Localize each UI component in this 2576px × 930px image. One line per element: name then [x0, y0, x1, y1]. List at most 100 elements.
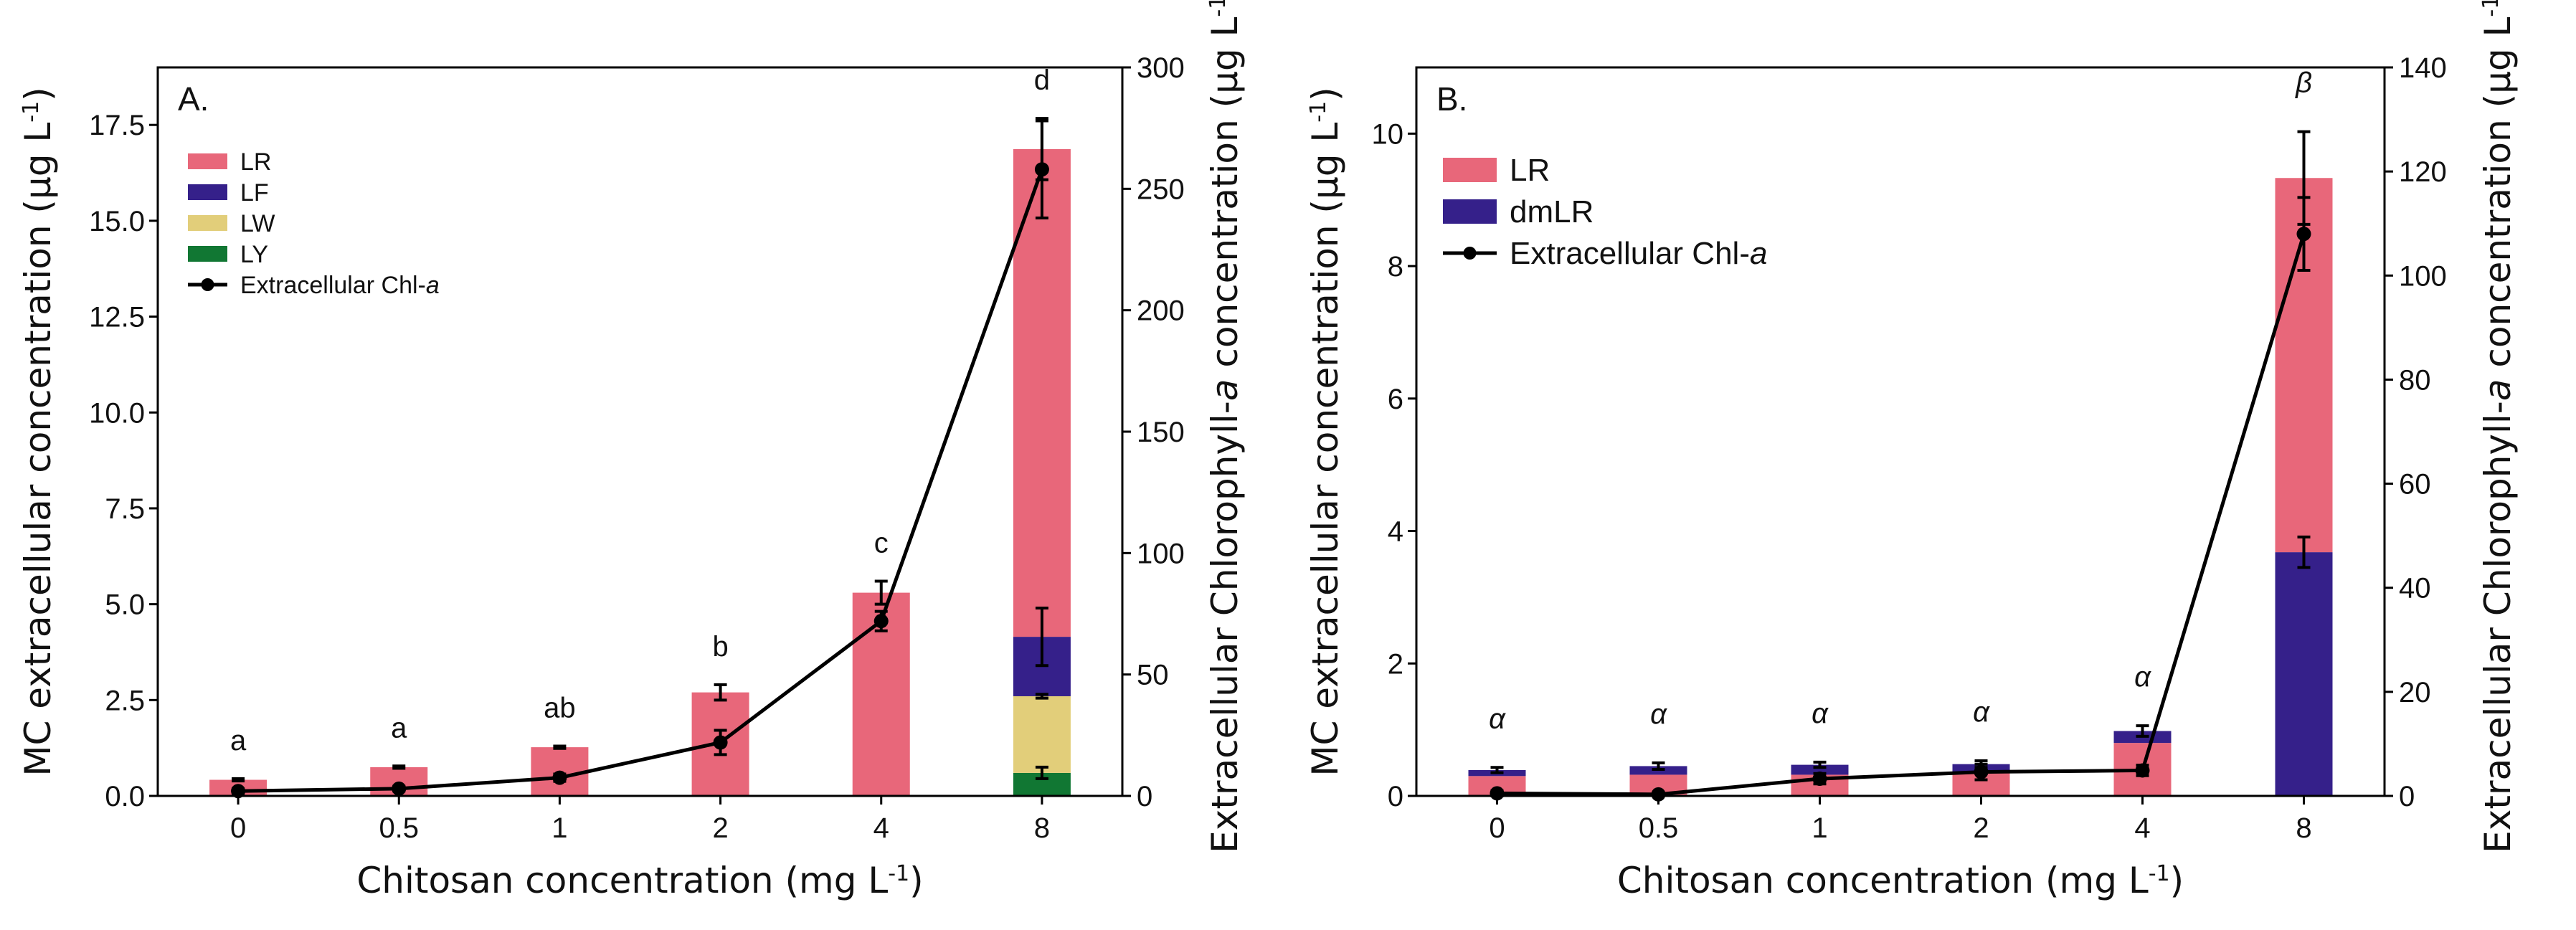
y2-tick-label: 40	[2399, 573, 2431, 604]
y2-tick-label: 100	[2399, 260, 2447, 292]
plot-frame	[1415, 66, 2386, 797]
axis-label-part: )	[17, 87, 59, 101]
x-tick-label: 2	[1973, 812, 1989, 844]
chl-a-point-8	[2296, 227, 2311, 242]
x-axis-label: Chitosan concentration (mg L-1)	[1617, 860, 2184, 901]
axis-label-part: Extracellular Chlorophyll-	[1204, 401, 1246, 853]
axis-label-part: -1	[888, 861, 909, 886]
panel-label: B.	[1436, 80, 1467, 118]
significance-letter: ab	[544, 692, 576, 723]
chl-a-line	[1497, 233, 2306, 797]
chl-a-point-8	[1034, 162, 1049, 177]
legend-label-part: Extracellular Chl-	[240, 272, 426, 299]
x-tick-label: 4	[873, 812, 889, 844]
y-tick-label: 5.0	[105, 589, 145, 621]
bar-dmlr-8	[2275, 552, 2333, 796]
legend-label-part: a	[426, 272, 440, 299]
legend-item-dmlr: dmLR	[1443, 194, 1594, 229]
chl-a-point-2	[713, 735, 728, 750]
axis-label-part: MC extracellular concentration (μg L	[17, 123, 59, 777]
chl-a-point-1	[1812, 772, 1827, 787]
y-tick-label: 10.0	[89, 397, 145, 429]
axis-label-part: a	[2477, 379, 2519, 402]
legend-item-chl-a: Extracellular Chl-a	[1443, 236, 1767, 271]
y-tick-label: 2	[1388, 648, 1403, 680]
chl-a-point-0.5	[1651, 787, 1666, 802]
x-tick-label: 8	[2296, 812, 2311, 844]
error-bar-lr-2	[714, 683, 727, 702]
chl-a-point-4	[2135, 763, 2150, 778]
y2-tick-label: 20	[2399, 677, 2431, 708]
legend-item-lr: LR	[1443, 153, 1550, 188]
y2-axis-label: Extracellular Chlorophyll-a concentratio…	[1204, 0, 1246, 853]
error-bar-dmlr-4	[2136, 724, 2149, 738]
significance-letter: c	[874, 528, 889, 559]
error-bar-lr-0	[232, 777, 245, 783]
axis-label-part: )	[909, 860, 924, 901]
x-tick-label: 4	[2134, 812, 2150, 844]
y-tick-label: 10	[1372, 118, 1404, 150]
panel-label: A.	[178, 80, 209, 118]
bar-lr-8	[1013, 148, 1071, 637]
y2-tick-label: 60	[2399, 469, 2431, 500]
legend-label: LF	[240, 179, 269, 207]
legend-label: LY	[240, 241, 268, 268]
legend-label-part: a	[1750, 236, 1767, 271]
legend: LR LF LW LY Extracellular Chl-a	[188, 148, 440, 299]
legend-label: LR	[1510, 153, 1550, 188]
error-bar-lw-8	[1035, 693, 1048, 700]
significance-letter: α	[1489, 703, 1506, 734]
error-bar-ly-8	[1035, 765, 1048, 780]
error-bar-dmlr-0	[1490, 766, 1504, 774]
error-bar-lr-1	[553, 744, 567, 750]
legend-swatch	[188, 153, 227, 169]
axis-label-part: Chitosan concentration (mg L	[1617, 860, 2149, 901]
legend-swatch	[1443, 199, 1497, 224]
legend-marker	[201, 278, 214, 291]
significance-letter: α	[1812, 698, 1829, 729]
y2-tick-label: 100	[1137, 538, 1185, 569]
y-tick-label: 15.0	[89, 206, 145, 237]
axis-label-part: MC extracellular concentration (μg L	[1304, 123, 1346, 777]
x-tick-label: 0.5	[379, 812, 419, 844]
bar-lw-8	[1013, 696, 1071, 773]
error-bar-lf-8	[1035, 606, 1048, 668]
plot-frame	[156, 66, 1124, 797]
legend-swatch	[188, 215, 227, 231]
error-bar-lr-0.5	[392, 764, 406, 770]
y2-tick-label: 150	[1137, 417, 1185, 448]
error-bar-dmlr-0.5	[1652, 761, 1665, 772]
significance-letter: α	[1973, 696, 1990, 728]
y2-axis-label: Extracellular Chlorophyll-a concentratio…	[2477, 0, 2519, 853]
y-tick-label: 4	[1388, 516, 1403, 548]
error-bar-dmlr-1	[1813, 760, 1827, 769]
significance-letter: α	[1650, 698, 1667, 730]
significance-letter: d	[1034, 65, 1050, 96]
significance-letter: a	[391, 712, 407, 744]
y2-tick-label: 200	[1137, 295, 1185, 327]
axis-label-part: concentration (μg L	[1204, 16, 1246, 379]
x-axis-label: Chitosan concentration (mg L-1)	[356, 860, 923, 901]
y-tick-label: 12.5	[89, 302, 145, 333]
y-tick-label: 7.5	[105, 493, 145, 525]
legend-marker	[1463, 247, 1477, 260]
axis-label-part: )	[1304, 87, 1346, 101]
significance-letter: b	[712, 631, 728, 663]
chl-a-point-1	[552, 770, 567, 785]
y-tick-label: 8	[1388, 251, 1403, 283]
legend-label-part: Extracellular Chl-	[1510, 236, 1750, 271]
y2-tick-label: 140	[2399, 52, 2447, 84]
legend-label: LR	[240, 148, 271, 176]
legend-item-lr: LR	[188, 148, 271, 176]
legend-item-lw: LW	[188, 210, 275, 237]
y2-tick-label: 80	[2399, 364, 2431, 396]
axis-label-part: Extracellular Chlorophyll-	[2477, 401, 2519, 853]
axis-label-part: concentration (μg L	[2477, 16, 2519, 379]
y-tick-label: 6	[1388, 384, 1403, 415]
legend-label: dmLR	[1510, 194, 1594, 229]
x-tick-label: 1	[1812, 812, 1827, 844]
error-bar-dmlr-8	[2297, 535, 2311, 569]
x-tick-label: 8	[1034, 812, 1050, 844]
axis-label-part: -1	[2478, 0, 2504, 17]
